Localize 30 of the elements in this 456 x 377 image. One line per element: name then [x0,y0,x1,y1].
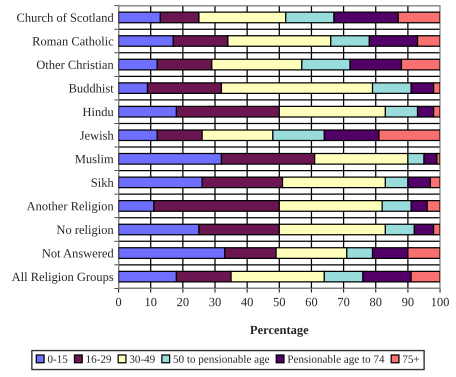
x-tick-label: 50 [274,298,286,306]
x-tick-label: 60 [306,298,318,306]
y-tick-label: Not Answered [42,248,114,258]
y-tick-label: All Religion Groups [12,272,114,284]
legend-label: 0-15 [48,355,68,363]
y-tick-label: Church of Scotland [17,12,114,22]
x-tick-label: 40 [241,298,253,306]
x-tick-label: 30 [209,298,221,306]
legend-label: 50 to pensionable age [174,355,270,366]
y-tick-label: Muslim [75,154,114,164]
y-tick-label: Buddhist [68,84,114,93]
y-tick-label: Roman Catholic [32,36,114,46]
y-tick-label: Hindu [82,107,114,116]
x-tick-label: 20 [177,298,189,306]
x-tick-label: 70 [338,298,350,306]
y-tick-label: Sikh [92,178,114,187]
y-tick-label: No religion [56,225,114,237]
y-tick-label: Other Christian [36,60,114,70]
legend-label: 30-49 [130,355,155,363]
x-tick-label: 10 [146,298,156,306]
x-axis-title: Percentage [250,326,308,337]
legend-label: 16-29 [86,355,112,363]
y-tick-label: Another Religion [26,202,114,213]
x-tick-label: 0 [116,298,122,306]
x-tick-label: 100 [432,298,449,306]
x-tick-label: 80 [370,298,382,306]
legend-label: Pensionable age to 74 [288,355,384,366]
y-tick-label: Jewish [80,130,114,140]
legend-label: 75+ [403,355,420,363]
x-tick-label: 90 [402,298,414,306]
